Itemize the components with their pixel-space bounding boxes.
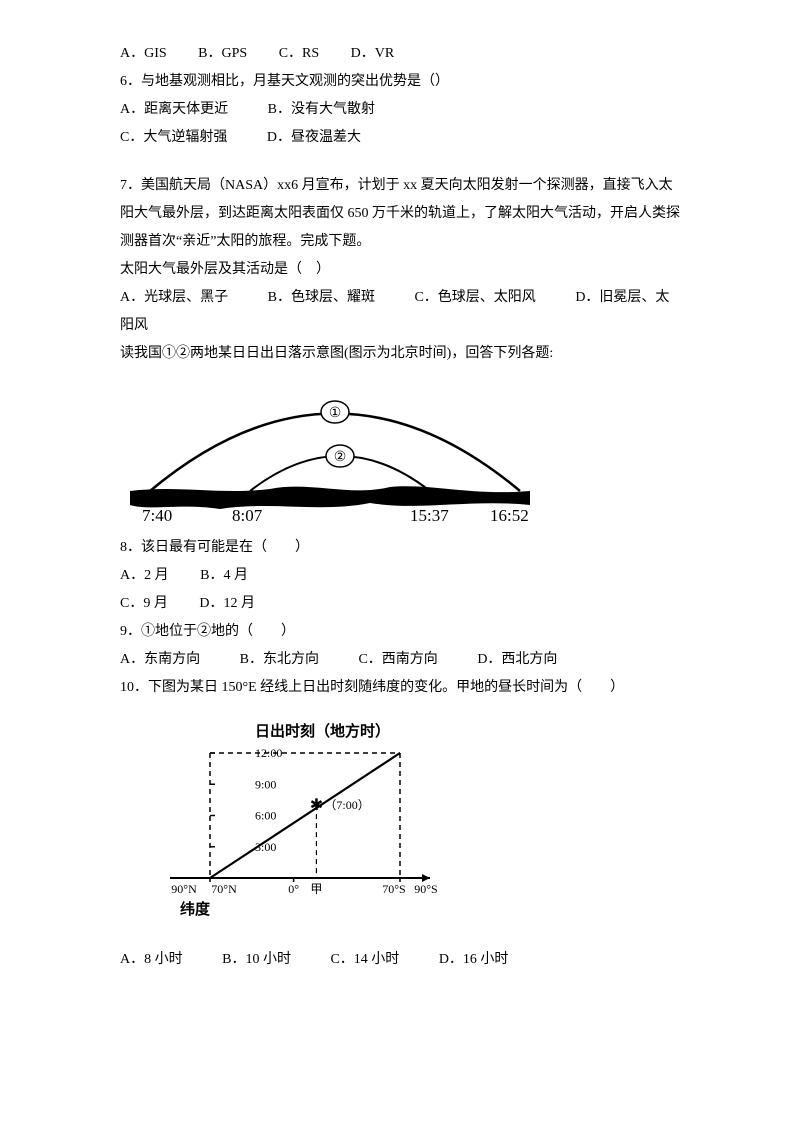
svg-text:70°S: 70°S [382, 882, 405, 896]
q6-opt-a: A．距离天体更近 [120, 102, 228, 117]
svg-text:8:07: 8:07 [232, 506, 263, 525]
q8-options-row1: A．2 月 B．4 月 [120, 562, 680, 590]
svg-text:✱: ✱ [310, 797, 323, 814]
svg-text:12:00: 12:00 [255, 746, 282, 760]
svg-text:6:00: 6:00 [255, 809, 276, 823]
q10-stem: 10．下图为某日 150°E 经线上日出时刻随纬度的变化。甲地的昼长时间为（ ） [120, 674, 680, 702]
q8-stem: 8．该日最有可能是在（ ） [120, 534, 680, 562]
sunrise-latitude-svg: 日出时刻（地方时）12:009:006:003:00✱（7:00）90°N70°… [150, 718, 450, 938]
svg-text:90°S: 90°S [414, 882, 437, 896]
q8-opt-b: B．4 月 [200, 568, 248, 583]
svg-text:90°N: 90°N [171, 882, 197, 896]
q9-opt-b: B．东北方向 [240, 652, 319, 667]
svg-text:①: ① [329, 406, 342, 421]
svg-text:日出时刻（地方时）: 日出时刻（地方时） [255, 722, 390, 740]
q5-opt-b: B．GPS [198, 46, 247, 61]
q5-opt-a: A．GIS [120, 46, 167, 61]
q6-options-row1: A．距离天体更近 B．没有大气散射 [120, 96, 680, 124]
q10-opt-a: A．8 小时 [120, 952, 183, 967]
q9-stem: 9．①地位于②地的（ ） [120, 618, 680, 646]
q10-opt-b: B．10 小时 [222, 952, 291, 967]
sun-arc-diagram: ① ② 7:40 8:07 15:37 16:52 [120, 376, 680, 526]
svg-text:纬度: 纬度 [180, 900, 211, 918]
q6-opt-b: B．没有大气散射 [268, 102, 375, 117]
q8-options-row2: C．9 月 D．12 月 [120, 590, 680, 618]
q9-opt-c: C．西南方向 [358, 652, 437, 667]
q8-opt-a: A．2 月 [120, 568, 169, 583]
svg-text:（7:00）: （7:00） [324, 798, 369, 812]
q6-options-row2: C．大气逆辐射强 D．昼夜温差大 [120, 124, 680, 152]
q5-opt-c: C．RS [279, 46, 319, 61]
svg-text:0°: 0° [288, 882, 299, 896]
q10-opt-c: C．14 小时 [330, 952, 399, 967]
q7-paragraph: 7．美国航天局（NASA）xx6 月宣布，计划于 xx 夏天向太阳发射一个探测器… [120, 172, 680, 256]
q7-stem: 太阳大气最外层及其活动是（ ） [120, 256, 680, 284]
sun-arc-svg: ① ② 7:40 8:07 15:37 16:52 [120, 376, 540, 526]
q10-options: A．8 小时 B．10 小时 C．14 小时 D．16 小时 [120, 946, 680, 974]
q5-options: A．GIS B．GPS C．RS D．VR [120, 40, 680, 68]
sunrise-latitude-diagram: 日出时刻（地方时）12:009:006:003:00✱（7:00）90°N70°… [150, 718, 680, 938]
exam-page: A．GIS B．GPS C．RS D．VR 6．与地基观测相比，月基天文观测的突… [0, 0, 800, 1132]
spacer [120, 152, 680, 172]
svg-text:甲: 甲 [310, 882, 322, 896]
svg-text:②: ② [334, 450, 347, 465]
q9-options: A．东南方向 B．东北方向 C．西南方向 D．西北方向 [120, 646, 680, 674]
q7-opt-b: B．色球层、耀斑 [268, 290, 375, 305]
svg-text:9:00: 9:00 [255, 777, 276, 791]
q7-opt-c: C．色球层、太阳风 [414, 290, 535, 305]
q8-opt-d: D．12 月 [199, 596, 255, 611]
q6-stem: 6．与地基观测相比，月基天文观测的突出优势是（） [120, 68, 680, 96]
svg-text:15:37: 15:37 [410, 506, 449, 525]
q6-opt-d: D．昼夜温差大 [267, 130, 361, 145]
q7-opt-a: A．光球层、黑子 [120, 290, 228, 305]
q9-opt-a: A．东南方向 [120, 652, 200, 667]
q10-opt-d: D．16 小时 [439, 952, 509, 967]
svg-text:7:40: 7:40 [142, 506, 172, 525]
q6-opt-c: C．大气逆辐射强 [120, 130, 227, 145]
q5-opt-d: D．VR [351, 46, 395, 61]
q7-lead: 读我国①②两地某日日出日落示意图(图示为北京时间)，回答下列各题: [120, 340, 680, 368]
q7-options: A．光球层、黑子 B．色球层、耀斑 C．色球层、太阳风 D．旧冕层、太阳风 [120, 284, 680, 340]
svg-text:70°N: 70°N [211, 882, 237, 896]
q9-opt-d: D．西北方向 [477, 652, 557, 667]
svg-text:16:52: 16:52 [490, 506, 529, 525]
spacer [120, 702, 680, 710]
q8-opt-c: C．9 月 [120, 596, 168, 611]
